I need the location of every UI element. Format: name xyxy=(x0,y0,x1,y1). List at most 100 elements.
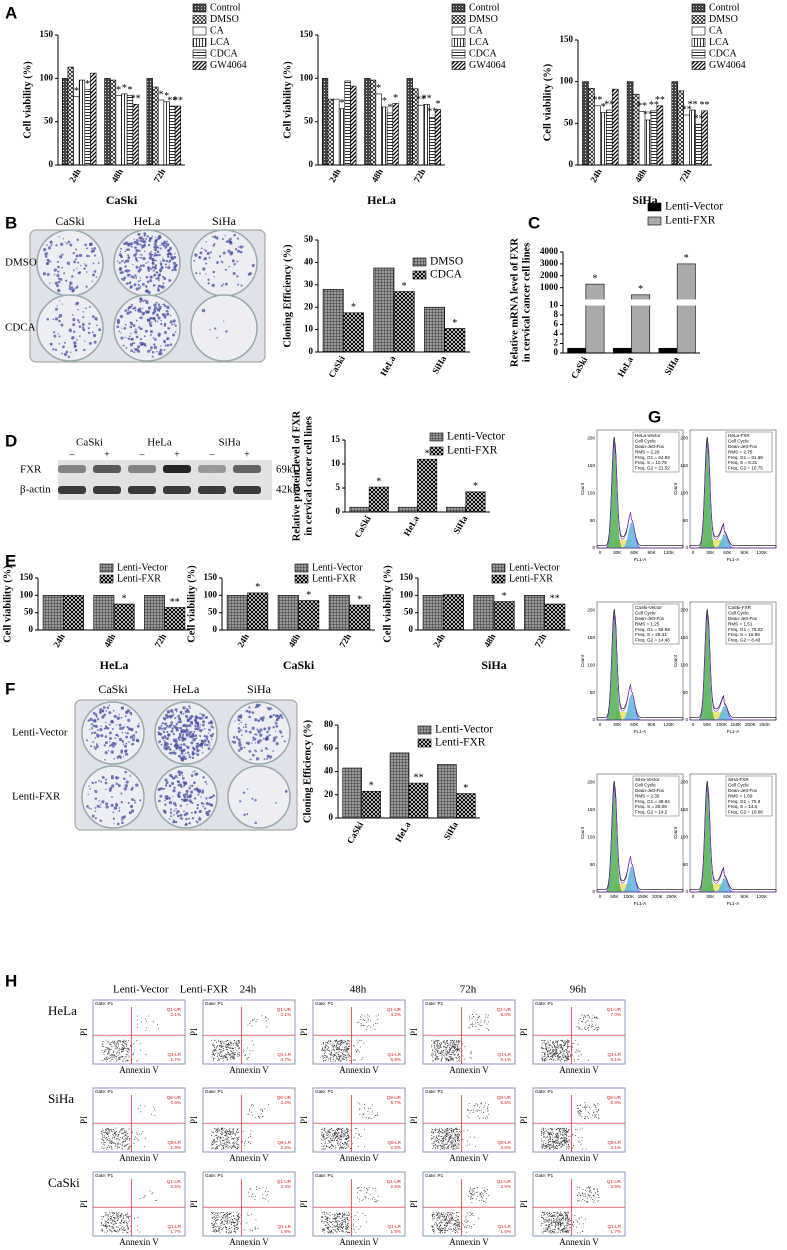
event-dot xyxy=(543,1053,545,1055)
event-dot xyxy=(237,1138,238,1140)
h-row-label: SiHa xyxy=(48,1091,74,1106)
event-dot xyxy=(458,1056,460,1058)
event-dot xyxy=(458,1060,460,1061)
colony xyxy=(229,237,232,241)
x-tick-label: 48h xyxy=(102,632,118,649)
event-dot xyxy=(566,1055,568,1057)
event-dot xyxy=(546,1145,548,1147)
event-dot xyxy=(558,1056,560,1057)
event-dot xyxy=(343,1041,345,1043)
event-dot xyxy=(123,1056,125,1058)
event-dot xyxy=(348,1049,350,1050)
bar xyxy=(656,105,664,166)
x-tick-label: CaSki xyxy=(352,514,373,540)
g-y-axis-label: Count xyxy=(580,482,585,495)
panel-letter: E xyxy=(5,551,16,570)
event-dot xyxy=(449,1060,451,1062)
colony xyxy=(245,709,249,713)
colony xyxy=(155,301,158,304)
event-dot xyxy=(220,1133,221,1134)
colony xyxy=(192,737,196,742)
colony xyxy=(166,305,170,310)
event-dot xyxy=(359,1051,361,1053)
event-dot xyxy=(454,1134,456,1136)
significance: * xyxy=(502,591,507,602)
event-dot xyxy=(335,1146,337,1148)
event-dot xyxy=(103,1148,104,1150)
event-dot xyxy=(234,1042,236,1044)
event-dot xyxy=(590,1027,592,1028)
event-dot xyxy=(438,1052,440,1054)
colony xyxy=(91,273,95,277)
event-dot xyxy=(223,1055,225,1057)
event-dot xyxy=(342,1058,344,1060)
colony xyxy=(52,318,55,321)
event-dot xyxy=(328,1135,330,1137)
event-dot xyxy=(565,1148,567,1150)
y-tick-label: 50 xyxy=(404,607,414,617)
event-dot xyxy=(232,1052,233,1054)
event-dot xyxy=(245,1054,246,1055)
event-dot xyxy=(328,1146,330,1148)
colony xyxy=(161,721,164,725)
event-dot xyxy=(455,1142,457,1144)
event-dot xyxy=(216,1138,218,1140)
lane-label: – xyxy=(209,449,216,460)
event-dot xyxy=(358,1133,360,1135)
colony xyxy=(153,254,156,257)
colony xyxy=(131,738,135,742)
event-dot xyxy=(469,1136,471,1138)
colony xyxy=(113,714,117,719)
colony xyxy=(91,280,93,283)
info-box xyxy=(725,603,773,645)
event-dot xyxy=(341,1041,343,1042)
event-dot xyxy=(358,1145,359,1147)
colony xyxy=(90,745,93,748)
event-dot xyxy=(487,1109,489,1111)
colony xyxy=(158,273,162,277)
event-dot xyxy=(226,1053,228,1055)
colony xyxy=(182,798,186,802)
event-dot xyxy=(213,1138,215,1140)
event-dot xyxy=(458,1054,460,1056)
colony xyxy=(104,781,108,785)
colony xyxy=(185,789,189,793)
bar xyxy=(671,81,679,166)
event-dot xyxy=(449,1059,451,1061)
colony xyxy=(121,327,123,329)
colony xyxy=(133,736,136,739)
event-dot xyxy=(228,1053,230,1055)
colony xyxy=(124,309,128,312)
colony xyxy=(167,266,171,270)
g-x-tick-label: 60K xyxy=(630,722,639,727)
event-dot xyxy=(229,1143,231,1145)
colony xyxy=(94,737,96,739)
colony xyxy=(125,241,129,245)
colony xyxy=(142,307,144,309)
event-dot xyxy=(448,1059,450,1060)
event-dot xyxy=(564,1139,565,1141)
event-dot xyxy=(541,1135,542,1137)
event-dot xyxy=(110,1057,111,1059)
colony xyxy=(152,269,155,272)
event-dot xyxy=(553,1051,555,1053)
x-tick-label: CaSki xyxy=(326,354,347,380)
event-dot xyxy=(326,1041,328,1043)
event-dot xyxy=(367,1111,369,1112)
event-dot xyxy=(548,1053,550,1055)
info-line: HeLa-Vector xyxy=(635,433,661,438)
event-dot xyxy=(554,1146,556,1148)
event-dot xyxy=(545,1057,547,1059)
colony xyxy=(210,795,213,799)
colony xyxy=(239,245,243,249)
info-line: Freq. G2 = 8.43 xyxy=(728,638,761,643)
event-dot xyxy=(106,1148,108,1150)
event-dot xyxy=(126,1130,128,1132)
event-dot xyxy=(221,1045,223,1047)
colony xyxy=(172,732,176,736)
event-dot xyxy=(335,1132,337,1134)
event-dot xyxy=(446,1052,448,1054)
colony xyxy=(42,272,47,276)
h-x-axis-label: Annexin V xyxy=(339,1065,379,1075)
g-x-tick-label: 0 xyxy=(692,550,695,555)
